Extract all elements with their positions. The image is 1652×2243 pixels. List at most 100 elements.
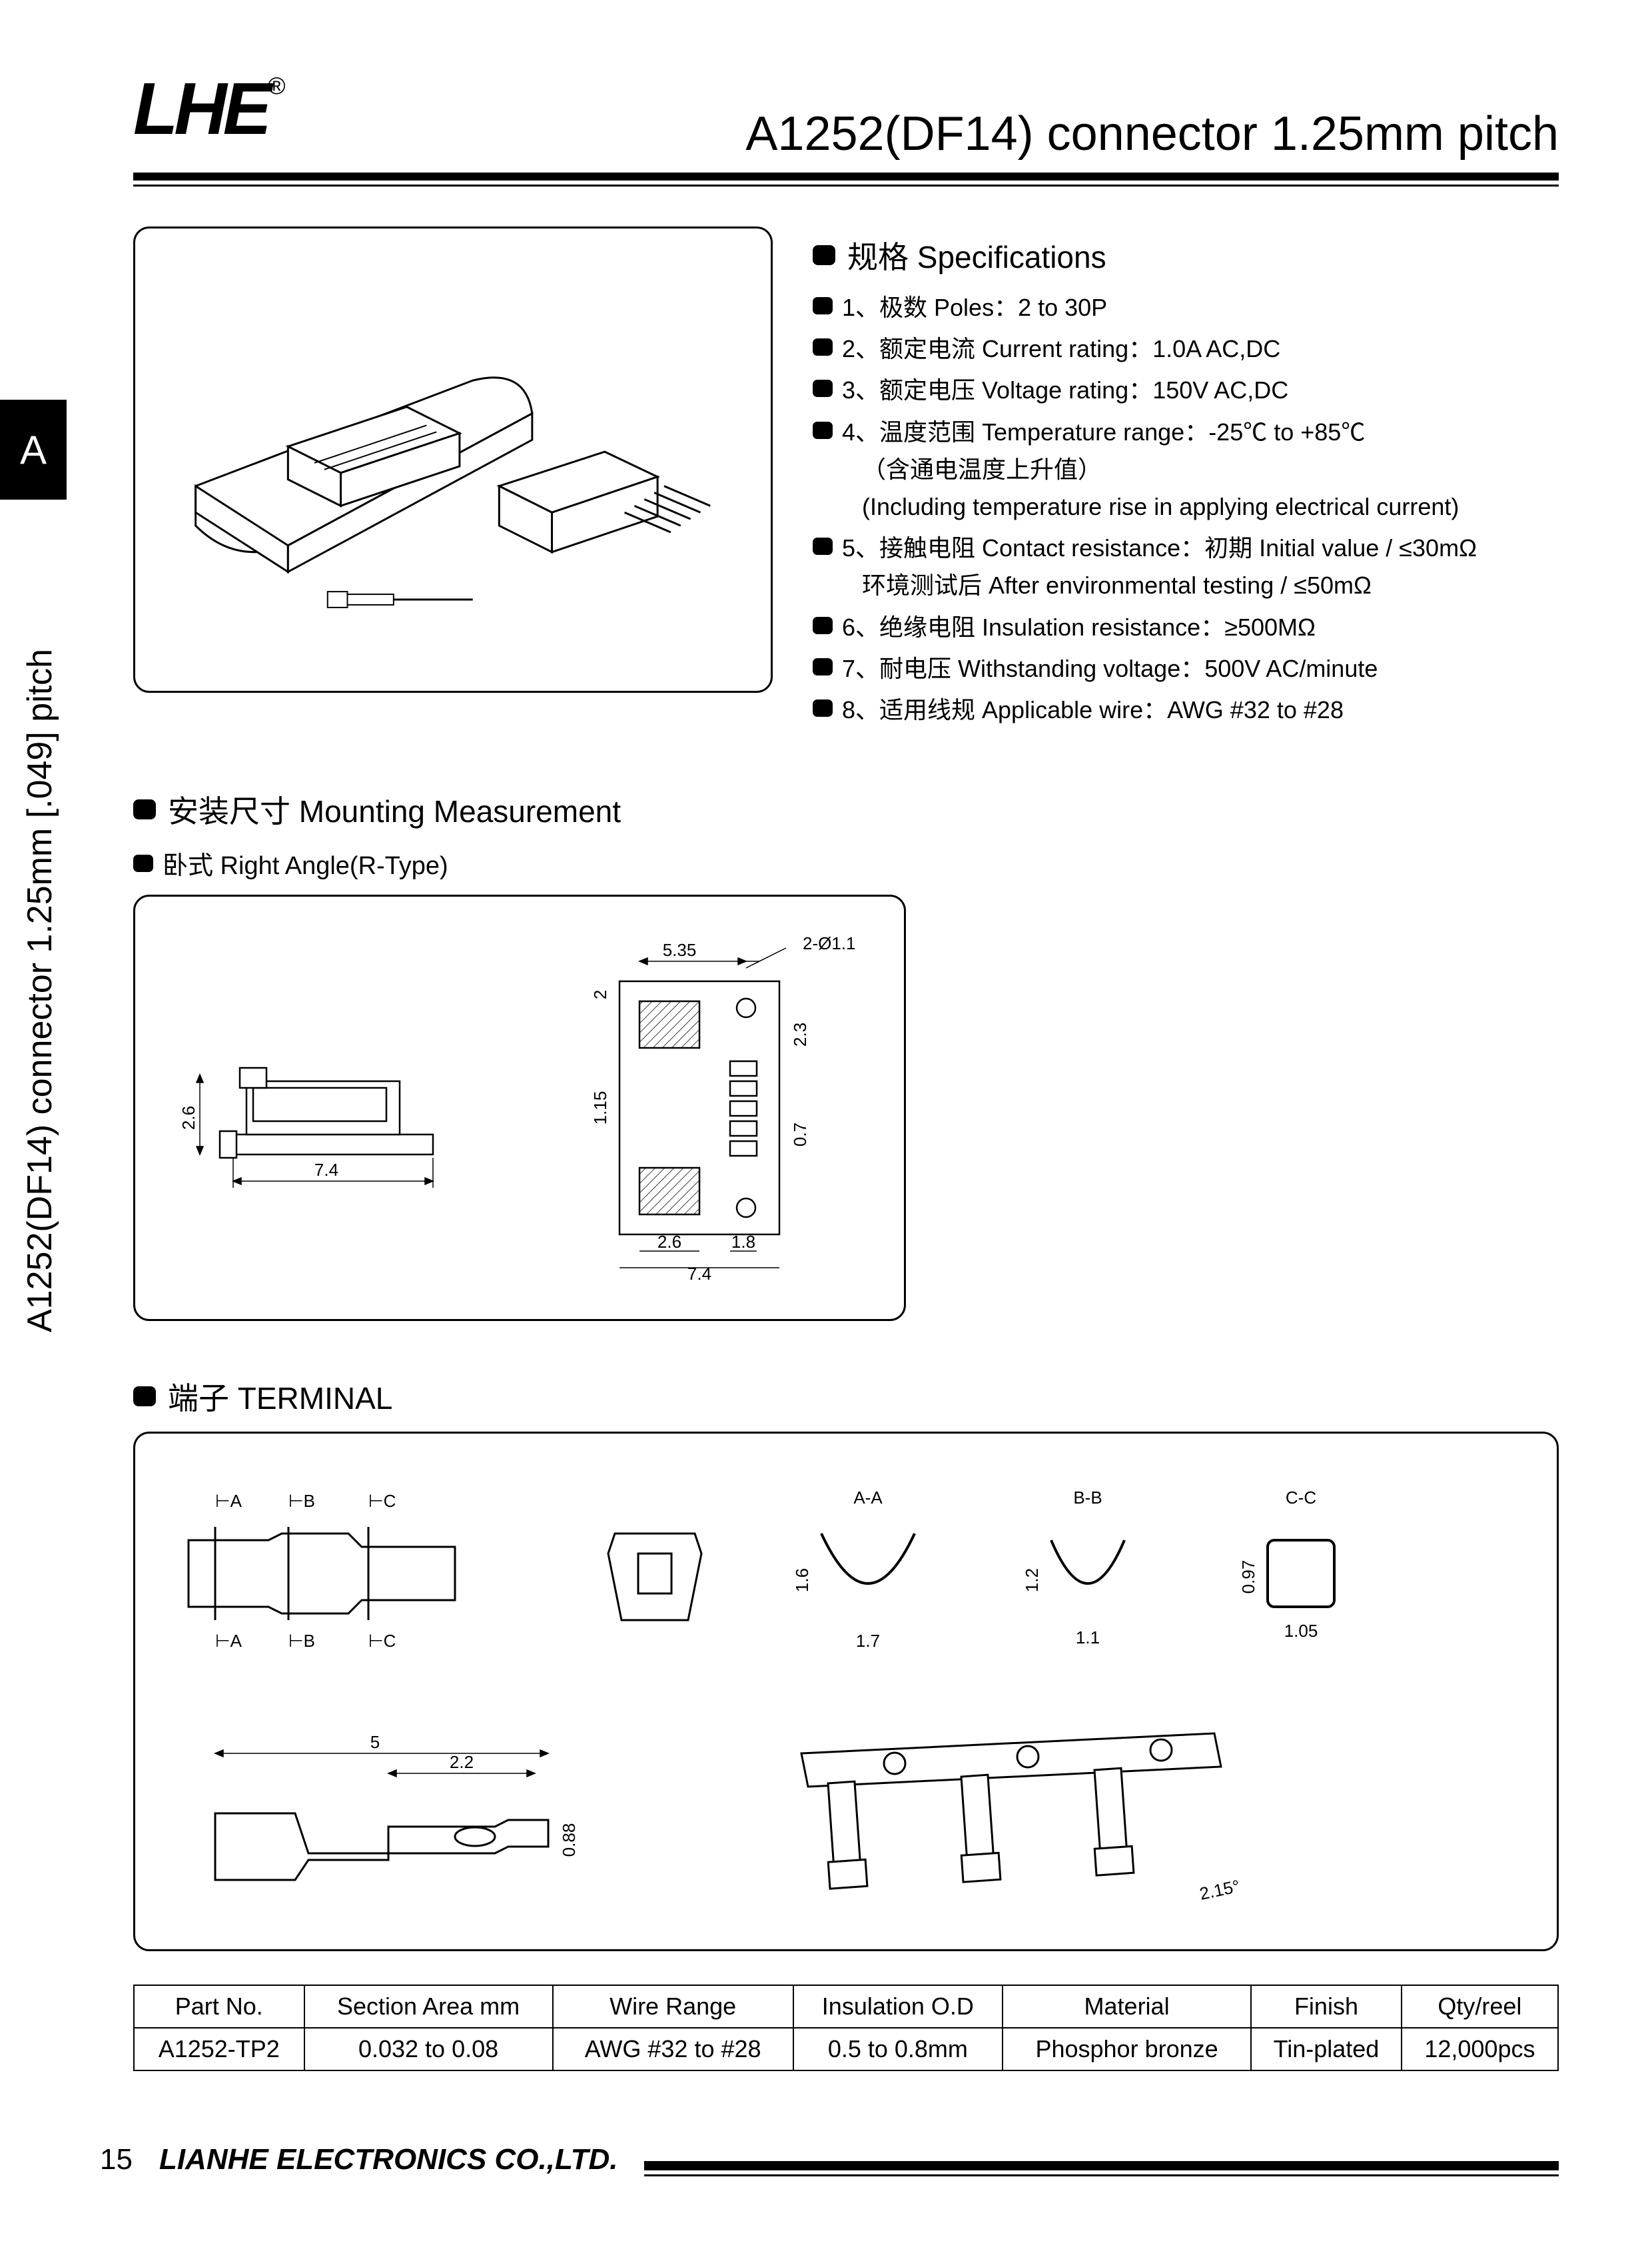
spec-item: 5、接触电阻 Contact resistance：初期 Initial val… bbox=[813, 531, 1559, 566]
svg-text:1.2: 1.2 bbox=[1022, 1568, 1042, 1592]
spec-subtext: (Including temperature rise in applying … bbox=[813, 490, 1559, 524]
mounting-heading: 安装尺寸 Mounting Measurement bbox=[133, 787, 1559, 831]
specifications-section: 规格 Specifications 1、极数 Poles：2 to 30P 2、… bbox=[813, 226, 1559, 734]
terminal-carrier-strip: 2.15° bbox=[775, 1720, 1241, 1920]
bullet-icon bbox=[813, 380, 833, 397]
table-header: Wire Range bbox=[553, 1985, 793, 2028]
svg-text:1.8: 1.8 bbox=[731, 1232, 755, 1252]
mounting-subtitle: 卧式 Right Angle(R-Type) bbox=[163, 845, 448, 881]
terminal-side-view: 5 2.2 0.88 bbox=[175, 1727, 641, 1913]
mounting-subheading: 卧式 Right Angle(R-Type) bbox=[133, 845, 1559, 881]
spec-item: 1、极数 Poles：2 to 30P bbox=[813, 290, 1559, 325]
bullet-icon bbox=[813, 699, 833, 717]
company-name: LIANHE ELECTRONICS CO.,LTD. bbox=[159, 2143, 618, 2176]
mounting-title: 安装尺寸 Mounting Measurement bbox=[168, 787, 621, 831]
terminal-section-cc: C-C 0.97 1.05 bbox=[1228, 1487, 1374, 1660]
svg-text:2.3: 2.3 bbox=[790, 1023, 810, 1047]
table-cell: 0.032 to 0.08 bbox=[304, 2028, 553, 2070]
spec-item: 4、温度范围 Temperature range：-25℃ to +85℃ bbox=[813, 415, 1559, 450]
specs-heading: 规格 Specifications bbox=[813, 233, 1559, 277]
svg-text:2: 2 bbox=[590, 990, 610, 999]
terminal-heading: 端子 TERMINAL bbox=[133, 1374, 1559, 1418]
bullet-icon bbox=[133, 855, 153, 872]
svg-text:C-C: C-C bbox=[1286, 1488, 1316, 1508]
terminal-section-bb: B-B 1.2 1.1 bbox=[1015, 1487, 1161, 1660]
bullet-icon bbox=[133, 1386, 156, 1406]
footer-rule bbox=[644, 2161, 1559, 2176]
table-cell: AWG #32 to #28 bbox=[553, 2028, 793, 2070]
bullet-icon bbox=[813, 245, 835, 265]
svg-text:5.35: 5.35 bbox=[663, 940, 697, 960]
svg-text:⊢B: ⊢B bbox=[288, 1631, 315, 1651]
terminal-title: 端子 TERMINAL bbox=[168, 1374, 392, 1418]
spec-item: 8、适用线规 Applicable wire：AWG #32 to #28 bbox=[813, 693, 1559, 727]
svg-text:1.1: 1.1 bbox=[1076, 1627, 1100, 1647]
isometric-drawing-box bbox=[133, 226, 773, 693]
svg-text:1.6: 1.6 bbox=[792, 1568, 812, 1592]
specs-title: 规格 Specifications bbox=[847, 233, 1106, 277]
bullet-icon bbox=[813, 338, 833, 356]
svg-text:⊢C: ⊢C bbox=[368, 1491, 396, 1511]
bullet-icon bbox=[813, 658, 833, 675]
header-rule bbox=[133, 173, 1559, 187]
table-header: Qty/reel bbox=[1402, 1985, 1558, 2028]
svg-text:⊢A: ⊢A bbox=[215, 1631, 242, 1651]
bullet-icon bbox=[813, 617, 833, 634]
bullet-icon bbox=[813, 297, 833, 314]
table-cell: Tin-plated bbox=[1251, 2028, 1402, 2070]
page-title: A1252(DF14) connector 1.25mm pitch bbox=[745, 107, 1559, 161]
svg-text:7.4: 7.4 bbox=[314, 1160, 338, 1180]
svg-text:A-A: A-A bbox=[853, 1488, 883, 1508]
table-cell: 12,000pcs bbox=[1402, 2028, 1558, 2070]
page-header: LHE® A1252(DF14) connector 1.25mm pitch bbox=[133, 67, 1559, 187]
svg-text:0.7: 0.7 bbox=[790, 1122, 810, 1146]
terminal-section: 端子 TERMINAL ⊢A ⊢B ⊢C bbox=[133, 1374, 1559, 2071]
svg-text:1.15: 1.15 bbox=[590, 1091, 610, 1125]
terminal-drawing-box: ⊢A ⊢B ⊢C ⊢A ⊢B ⊢C bbox=[133, 1432, 1559, 1951]
logo-registered: ® bbox=[268, 72, 282, 99]
terminal-section-aa: A-A 1.6 1.7 bbox=[788, 1487, 948, 1660]
page-number: 15 bbox=[100, 2143, 133, 2176]
spec-item: 3、额定电压 Voltage rating：150V AC,DC bbox=[813, 373, 1559, 408]
page-footer: 15 LIANHE ELECTRONICS CO.,LTD. bbox=[100, 2143, 1559, 2176]
side-vertical-text: A1252(DF14) connector 1.25mm [.049] pitc… bbox=[20, 649, 60, 1332]
mounting-drawing-box: 7.4 2.6 bbox=[133, 895, 906, 1321]
svg-text:2.6: 2.6 bbox=[180, 1106, 199, 1130]
table-header: Part No. bbox=[134, 1985, 304, 2028]
table-header: Insulation O.D bbox=[793, 1985, 1003, 2028]
logo: LHE® bbox=[133, 67, 282, 151]
spec-item: 6、绝缘电阻 Insulation resistance：≥500MΩ bbox=[813, 610, 1559, 645]
svg-text:2-Ø1.1: 2-Ø1.1 bbox=[803, 935, 856, 953]
svg-text:⊢A: ⊢A bbox=[215, 1491, 242, 1511]
svg-text:1.05: 1.05 bbox=[1284, 1621, 1318, 1641]
svg-text:2.15°: 2.15° bbox=[1198, 1876, 1241, 1904]
table-header: Section Area mm bbox=[304, 1985, 553, 2028]
table-header: Material bbox=[1003, 1985, 1251, 2028]
spec-subtext: 环境测试后 After environmental testing / ≤50m… bbox=[813, 568, 1559, 603]
svg-text:7.4: 7.4 bbox=[687, 1264, 711, 1281]
spec-item: 2、额定电流 Current rating：1.0A AC,DC bbox=[813, 332, 1559, 366]
table-cell: 0.5 to 0.8mm bbox=[793, 2028, 1003, 2070]
table-header-row: Part No. Section Area mm Wire Range Insu… bbox=[134, 1985, 1558, 2028]
svg-text:0.88: 0.88 bbox=[559, 1823, 579, 1857]
svg-text:⊢C: ⊢C bbox=[368, 1631, 396, 1651]
svg-text:1.7: 1.7 bbox=[856, 1631, 880, 1651]
side-tab: A bbox=[0, 400, 67, 500]
svg-text:2.2: 2.2 bbox=[450, 1752, 474, 1772]
table-cell: Phosphor bronze bbox=[1003, 2028, 1251, 2070]
table-row: A1252-TP2 0.032 to 0.08 AWG #32 to #28 0… bbox=[134, 2028, 1558, 2070]
svg-text:0.97: 0.97 bbox=[1238, 1560, 1258, 1594]
mounting-footprint: 5.35 2-Ø1.1 2 1.15 2.3 0.7 2.6 bbox=[540, 935, 859, 1281]
terminal-parameters-table: Part No. Section Area mm Wire Range Insu… bbox=[133, 1985, 1559, 2071]
table-cell: A1252-TP2 bbox=[134, 2028, 304, 2070]
spec-item: 7、耐电压 Withstanding voltage：500V AC/minut… bbox=[813, 652, 1559, 686]
logo-text: LHE bbox=[133, 68, 268, 150]
bullet-icon bbox=[813, 538, 833, 555]
terminal-front-view bbox=[588, 1500, 721, 1647]
svg-text:5: 5 bbox=[370, 1732, 380, 1752]
svg-text:B-B: B-B bbox=[1073, 1488, 1102, 1508]
table-header: Finish bbox=[1251, 1985, 1402, 2028]
spec-subtext: （含通电温度上升值） bbox=[813, 452, 1559, 487]
bullet-icon bbox=[133, 799, 156, 819]
svg-text:⊢B: ⊢B bbox=[288, 1491, 315, 1511]
